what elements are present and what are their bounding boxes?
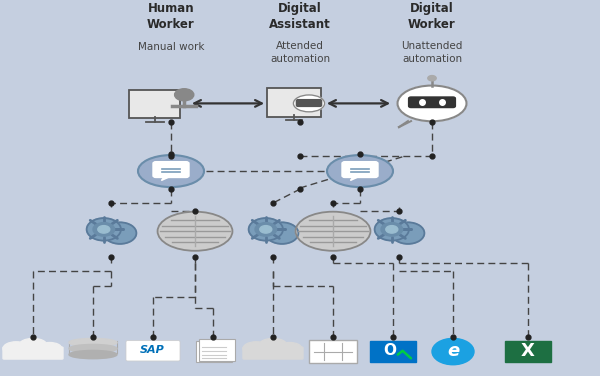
Ellipse shape (248, 218, 283, 241)
Ellipse shape (327, 155, 393, 187)
Ellipse shape (13, 348, 35, 358)
Ellipse shape (293, 95, 325, 112)
Text: Manual work: Manual work (138, 42, 204, 52)
Text: e: e (447, 342, 459, 360)
Text: Digital
Worker: Digital Worker (408, 2, 456, 32)
Ellipse shape (3, 342, 29, 355)
Ellipse shape (278, 343, 302, 355)
Ellipse shape (86, 218, 121, 241)
FancyBboxPatch shape (126, 341, 180, 361)
Text: SAP: SAP (139, 345, 164, 355)
FancyBboxPatch shape (267, 88, 321, 117)
FancyBboxPatch shape (199, 339, 235, 361)
FancyBboxPatch shape (153, 162, 189, 177)
Text: Human
Worker: Human Worker (147, 2, 195, 32)
Text: Unattended
automation: Unattended automation (401, 41, 463, 64)
FancyBboxPatch shape (296, 100, 322, 106)
Ellipse shape (243, 342, 269, 355)
FancyBboxPatch shape (309, 340, 357, 363)
FancyBboxPatch shape (370, 341, 416, 362)
Ellipse shape (38, 343, 62, 355)
Ellipse shape (158, 212, 232, 251)
FancyBboxPatch shape (129, 90, 180, 118)
Circle shape (260, 226, 272, 233)
Ellipse shape (374, 218, 409, 241)
Polygon shape (161, 176, 172, 180)
Circle shape (428, 76, 436, 81)
Text: O: O (383, 343, 396, 358)
Ellipse shape (398, 86, 467, 121)
Ellipse shape (253, 348, 275, 358)
Ellipse shape (69, 338, 117, 347)
Text: Digital
Assistant: Digital Assistant (269, 2, 331, 32)
FancyBboxPatch shape (243, 347, 303, 359)
Ellipse shape (31, 348, 53, 358)
Polygon shape (399, 121, 411, 127)
Ellipse shape (138, 155, 204, 187)
FancyBboxPatch shape (196, 341, 232, 362)
FancyBboxPatch shape (3, 347, 63, 359)
Circle shape (255, 223, 277, 236)
Ellipse shape (104, 222, 136, 244)
Ellipse shape (296, 212, 370, 251)
Circle shape (175, 89, 194, 101)
FancyBboxPatch shape (342, 162, 378, 177)
Polygon shape (350, 176, 361, 180)
Circle shape (98, 226, 110, 233)
Ellipse shape (392, 222, 424, 244)
FancyBboxPatch shape (505, 341, 551, 362)
Ellipse shape (19, 338, 47, 353)
Ellipse shape (271, 348, 293, 358)
Circle shape (381, 223, 403, 236)
Circle shape (432, 338, 474, 365)
FancyBboxPatch shape (409, 97, 455, 108)
Circle shape (386, 226, 398, 233)
Ellipse shape (259, 338, 287, 353)
Text: Attended
automation: Attended automation (270, 41, 330, 64)
Ellipse shape (266, 222, 298, 244)
Ellipse shape (69, 344, 117, 353)
Ellipse shape (69, 350, 117, 359)
Circle shape (93, 223, 115, 236)
Text: X: X (521, 342, 535, 360)
